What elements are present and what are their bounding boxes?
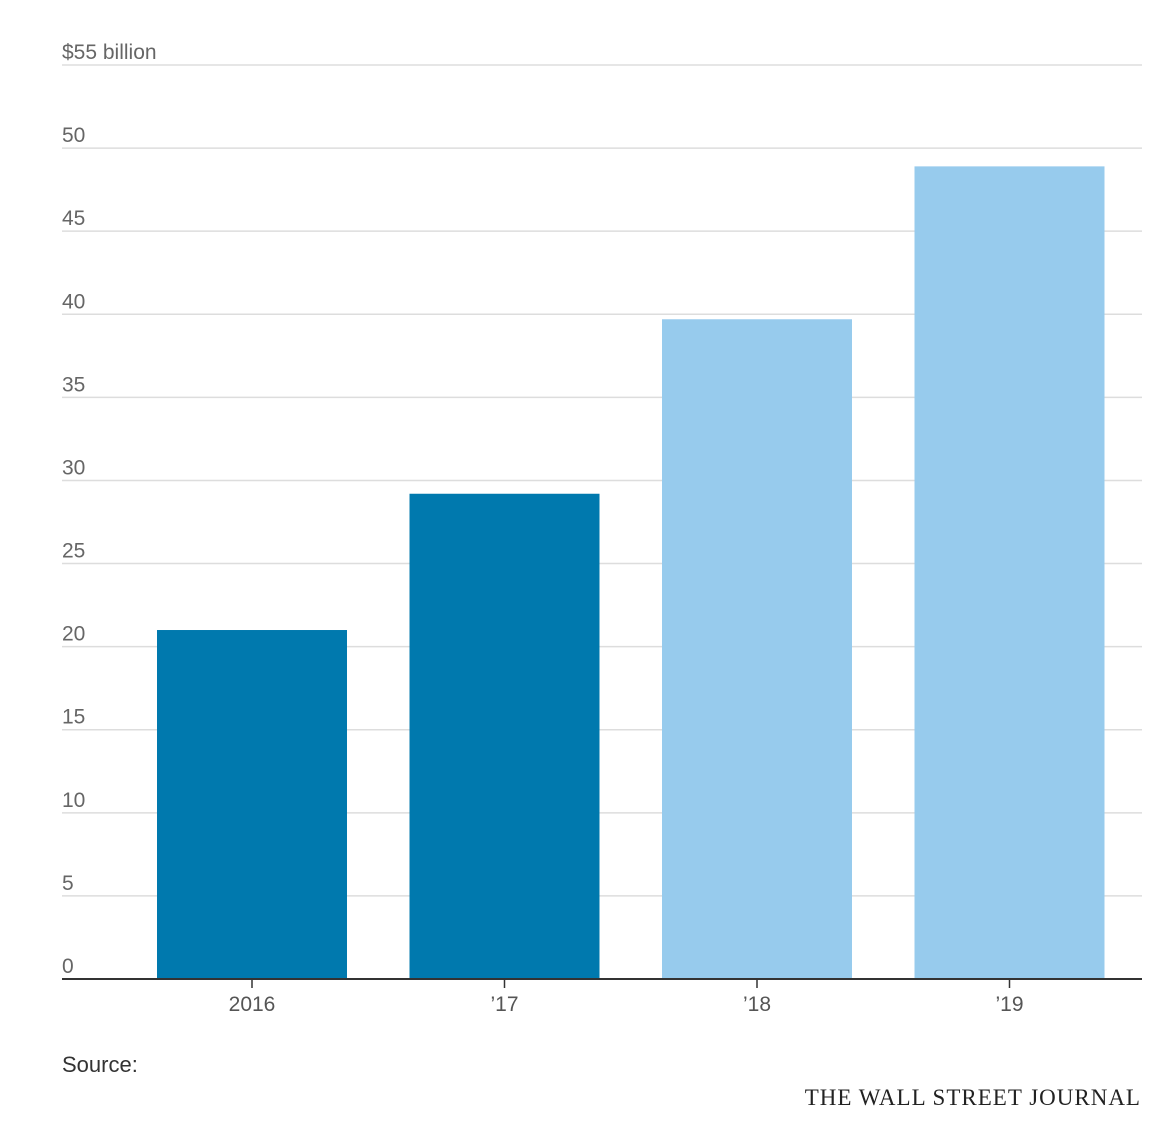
y-tick-label: 35 (62, 373, 85, 396)
y-axis-tick-labels: 0 5 10 15 20 25 30 35 40 45 50 $55 billion (62, 41, 157, 978)
y-tick-label: 45 (62, 207, 85, 230)
bar-2 (662, 319, 852, 979)
y-tick-label: 25 (62, 540, 85, 563)
y-tick-label: $55 billion (62, 41, 157, 64)
x-tick-label: ’19 (995, 993, 1023, 1016)
publisher-logo-text: THE WALL STREET JOURNAL (804, 1085, 1141, 1110)
bar-1 (409, 493, 600, 979)
y-tick-label: 5 (62, 872, 74, 895)
y-tick-label: 30 (62, 456, 85, 479)
y-tick-label: 40 (62, 290, 85, 313)
y-tick-label: 15 (62, 706, 85, 729)
x-tick-label: 2016 (229, 993, 276, 1016)
bars (157, 166, 1105, 979)
bar-3 (914, 166, 1105, 979)
bar-chart: 0 5 10 15 20 25 30 35 40 45 50 $55 billion 2016 ’17 ’… (62, 41, 1142, 1016)
x-axis-tick-labels: 2016 ’17 ’18 ’19 (229, 993, 1024, 1016)
x-tick-label: ’18 (743, 993, 771, 1016)
y-tick-label: 10 (62, 789, 85, 812)
y-tick-label: 20 (62, 623, 85, 646)
bar-0 (157, 630, 347, 979)
y-tick-label: 50 (62, 124, 85, 147)
source-note: Source: (62, 1052, 138, 1077)
x-tick-label: ’17 (490, 993, 518, 1016)
x-axis (62, 978, 1142, 988)
y-tick-label: 0 (62, 955, 74, 978)
